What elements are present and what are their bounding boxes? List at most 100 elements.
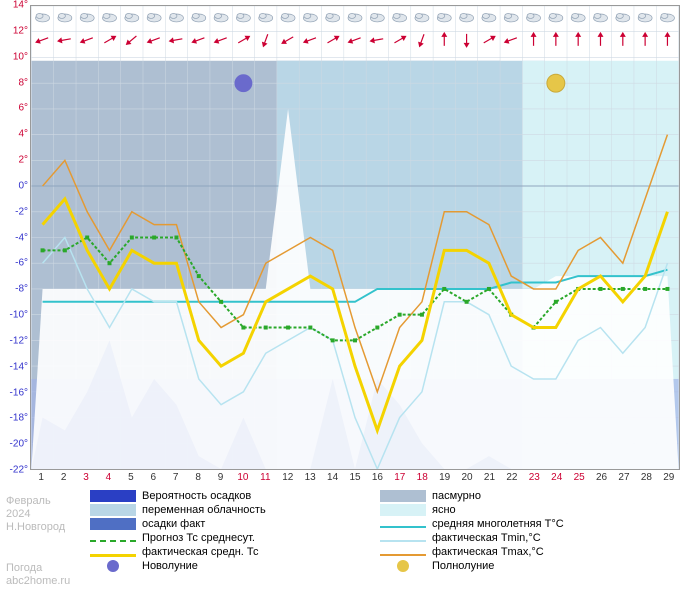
- weather-icon: [147, 13, 161, 21]
- weather-icon: [393, 13, 407, 21]
- forecast-ts-line-marker: [621, 287, 625, 291]
- weather-icon: [460, 13, 474, 21]
- x-tick-label: 7: [173, 472, 179, 483]
- forecast-ts-line-marker: [665, 287, 669, 291]
- weather-icon: [303, 13, 317, 21]
- wind-arrow-icon: [369, 36, 384, 44]
- legend-label: ясно: [432, 504, 456, 516]
- weather-icon: [482, 13, 496, 21]
- x-tick-label: 8: [195, 472, 201, 483]
- legend-swatch: [380, 504, 426, 516]
- month-label: Февраль: [6, 495, 51, 507]
- forecast-ts-line-marker: [264, 326, 268, 330]
- wind-arrow-icon: [416, 33, 426, 48]
- weather-icon: [348, 13, 362, 21]
- weather-icon: [370, 13, 384, 21]
- x-tick-label: 24: [551, 472, 562, 483]
- x-tick-label: 14: [327, 472, 338, 483]
- weather-icon: [571, 13, 585, 21]
- forecast-ts-line-marker: [643, 287, 647, 291]
- legend-swatch: [380, 526, 426, 528]
- forecast-ts-line-marker: [353, 338, 357, 342]
- forecast-ts-line-marker: [41, 248, 45, 252]
- x-tick-label: 2: [61, 472, 67, 483]
- x-tick-label: 3: [83, 472, 89, 483]
- x-tick-label: 28: [641, 472, 652, 483]
- wind-arrow-icon: [79, 35, 94, 45]
- x-tick-label: 15: [349, 472, 360, 483]
- y-tick-label: 12°: [13, 25, 28, 36]
- legend-swatch: [90, 554, 136, 557]
- x-tick-label: 16: [372, 472, 383, 483]
- plot-area: [30, 5, 680, 470]
- forecast-ts-line-marker: [465, 300, 469, 304]
- wind-arrow-icon: [482, 33, 497, 45]
- forecast-ts-line-marker: [241, 326, 245, 330]
- legend-item-climate_avg: средняя многолетняя Т°С: [380, 518, 670, 530]
- legend-swatch: [380, 554, 426, 556]
- x-tick-label: 23: [529, 472, 540, 483]
- legend-label: средняя многолетняя Т°С: [432, 518, 564, 530]
- x-axis: 1234567891011121314151617181920212223242…: [30, 472, 680, 487]
- x-tick-label: 18: [417, 472, 428, 483]
- y-tick-label: -2°: [15, 206, 28, 217]
- weather-icon: [549, 13, 563, 21]
- wind-arrow-icon: [280, 34, 295, 46]
- wind-arrow-icon: [57, 36, 72, 44]
- new-moon-icon: [234, 74, 252, 92]
- wind-arrow-icon: [103, 33, 118, 45]
- legend-swatch: [90, 504, 136, 516]
- legend-item-variable: переменная облачность: [90, 504, 380, 516]
- legend-item-precip_prob: Вероятность осадков: [90, 490, 380, 502]
- wind-arrow-icon: [642, 32, 648, 46]
- weather-icon: [36, 13, 50, 21]
- y-tick-label: 10°: [13, 51, 28, 62]
- legend-item-full_moon: Полнолуние: [380, 560, 670, 572]
- forecast-ts-line-marker: [554, 300, 558, 304]
- y-tick-label: -14°: [10, 361, 28, 372]
- forecast-ts-line-marker: [420, 313, 424, 317]
- wind-arrow-icon: [124, 34, 139, 48]
- x-tick-label: 27: [618, 472, 629, 483]
- legend-label: фактическая Tmin,°C: [432, 532, 541, 544]
- credit1: Погода: [6, 562, 42, 574]
- forecast-ts-line-marker: [598, 287, 602, 291]
- weather-icon: [504, 13, 518, 21]
- forecast-ts-line-marker: [375, 326, 379, 330]
- forecast-ts-line-marker: [286, 326, 290, 330]
- forecast-ts-line-marker: [130, 236, 134, 240]
- y-tick-label: 0°: [18, 180, 28, 191]
- weather-icon: [169, 13, 183, 21]
- weather-icon: [594, 13, 608, 21]
- y-tick-label: -10°: [10, 310, 28, 321]
- legend-item-clear: ясно: [380, 504, 670, 516]
- forecast-ts-line-marker: [174, 236, 178, 240]
- legend-item-actual_tmin: фактическая Tmin,°C: [380, 532, 670, 544]
- x-tick-label: 11: [260, 472, 270, 483]
- legend-row: осадки фактсредняя многолетняя Т°С: [90, 518, 680, 530]
- wind-arrow-icon: [34, 35, 49, 45]
- y-tick-label: -12°: [10, 335, 28, 346]
- wind-arrow-icon: [620, 32, 626, 46]
- wind-arrow-icon: [260, 33, 270, 48]
- weather-icon: [125, 13, 139, 21]
- legend-swatch: [380, 560, 426, 572]
- wind-arrow-icon: [503, 35, 518, 45]
- legend-row: Прогноз Тс среднесут.фактическая Tmin,°C: [90, 532, 680, 544]
- legend-label: Новолуние: [142, 560, 198, 572]
- weather-icon: [58, 13, 72, 21]
- year-label: 2024: [6, 508, 30, 520]
- city-label: Н.Новгород: [6, 521, 65, 533]
- forecast-ts-line-marker: [85, 236, 89, 240]
- full-moon-icon: [547, 74, 565, 92]
- x-tick-label: 26: [596, 472, 607, 483]
- wind-arrow-icon: [237, 33, 252, 45]
- legend-item-overcast: пасмурно: [380, 490, 670, 502]
- x-tick-label: 17: [394, 472, 405, 483]
- credit2: abc2home.ru: [6, 575, 70, 587]
- weather-icon: [281, 13, 295, 21]
- legend-row: переменная облачность ясно: [90, 504, 680, 516]
- wind-arrow-icon: [441, 32, 447, 46]
- x-tick-label: 25: [574, 472, 585, 483]
- wind-arrow-icon: [531, 32, 537, 46]
